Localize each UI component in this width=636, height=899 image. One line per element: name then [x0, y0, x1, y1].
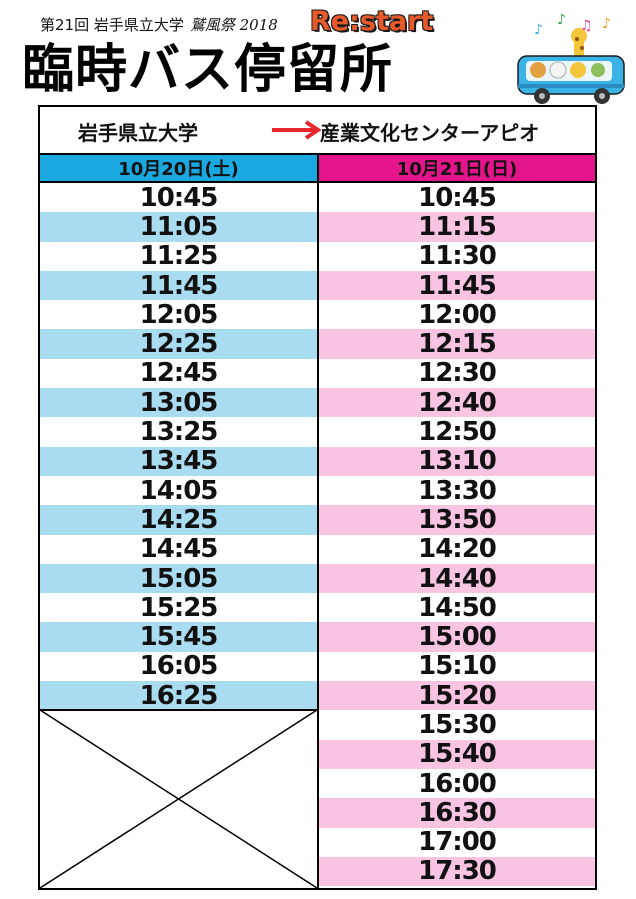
time-row: 12:00	[319, 300, 595, 330]
time-row: 13:50	[319, 505, 595, 535]
time-row: 14:25	[40, 505, 317, 535]
column-divider	[317, 153, 319, 888]
time-row: 11:15	[319, 212, 595, 242]
time-row: 15:10	[319, 651, 595, 681]
time-row: 10:45	[319, 183, 595, 213]
route-from: 岩手県立大学	[78, 121, 198, 145]
time-row: 12:45	[40, 358, 317, 388]
time-row: 16:00	[319, 769, 595, 799]
bus-illustration-icon: ♪ ♪ ♫ ♪	[517, 12, 625, 104]
route-to: 産業文化センターアピオ	[320, 121, 540, 145]
event-info-line: 第21回 岩手県立大学 鷲風祭 2018	[40, 14, 278, 35]
time-row: 15:40	[319, 739, 595, 769]
timetable-frame	[38, 105, 597, 890]
time-row: 11:30	[319, 241, 595, 271]
time-row: 14:45	[40, 534, 317, 564]
time-row: 11:05	[40, 212, 317, 242]
time-row: 13:05	[40, 388, 317, 418]
sunday-label: 10月21日(日)	[396, 159, 518, 180]
time-row: 17:30	[319, 856, 595, 886]
saturday-times: 10:45 11:05 11:25 11:45 12:05 12:25 12:45 13:05…	[40, 183, 317, 711]
festival-name: 鷲風祭 2018	[189, 16, 278, 34]
sunday-times: 10:45 11:15 11:30 11:45 12:00 12:15 12:30 12:40…	[319, 183, 595, 886]
time-row: 16:30	[319, 798, 595, 828]
time-row: 13:45	[40, 446, 317, 476]
time-row: 12:40	[319, 388, 595, 418]
time-row: 12:15	[319, 329, 595, 359]
saturday-header: 10月20日(土)	[40, 153, 317, 183]
time-row: 13:25	[40, 417, 317, 447]
svg-text:♪: ♪	[534, 22, 543, 38]
time-row: 16:25	[40, 681, 317, 711]
time-row: 14:50	[319, 593, 595, 623]
time-row: 14:20	[319, 534, 595, 564]
time-row: 12:50	[319, 417, 595, 447]
right-arrow-icon	[272, 120, 322, 140]
time-row: 15:05	[40, 564, 317, 594]
time-row: 16:05	[40, 651, 317, 681]
time-row: 10:45	[40, 183, 317, 213]
page-title: 臨時バス停留所	[22, 40, 394, 100]
svg-text:♪: ♪	[602, 16, 611, 32]
time-row: 12:25	[40, 329, 317, 359]
route-row: 岩手県立大学 産業文化センターアピオ	[40, 107, 595, 153]
event-info: 第21回 岩手県立大学	[40, 16, 184, 34]
empty-slot-cross-icon	[40, 710, 317, 888]
time-row: 15:00	[319, 622, 595, 652]
time-row: 15:20	[319, 681, 595, 711]
time-row: 11:45	[319, 271, 595, 301]
time-row: 11:25	[40, 241, 317, 271]
time-row: 12:05	[40, 300, 317, 330]
time-row: 14:05	[40, 476, 317, 506]
restart-logo: Re:start	[310, 6, 434, 37]
sunday-header: 10月21日(日)	[319, 153, 595, 183]
time-row: 13:10	[319, 446, 595, 476]
time-row: 13:30	[319, 476, 595, 506]
time-row: 15:25	[40, 593, 317, 623]
saturday-label: 10月20日(土)	[118, 159, 239, 180]
time-row: 17:00	[319, 827, 595, 857]
time-row: 12:30	[319, 358, 595, 388]
time-row: 15:45	[40, 622, 317, 652]
svg-text:♪: ♪	[557, 12, 566, 28]
time-row: 14:40	[319, 564, 595, 594]
empty-slot-border	[40, 709, 317, 711]
time-row: 11:45	[40, 271, 317, 301]
time-row: 15:30	[319, 710, 595, 740]
